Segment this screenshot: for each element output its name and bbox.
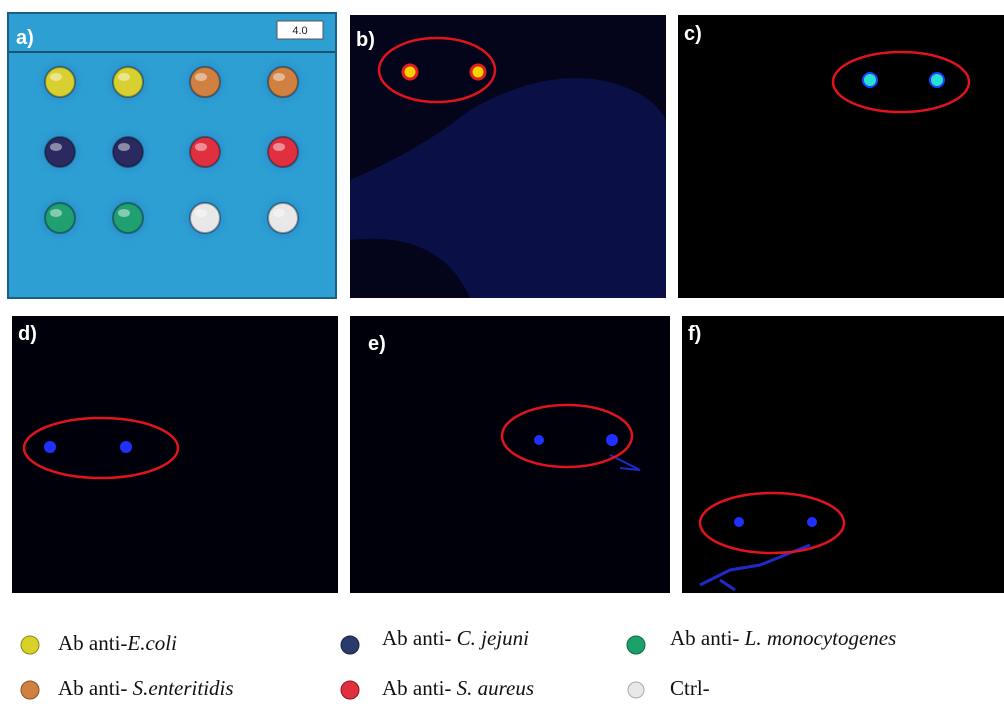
spot-highlight: [273, 143, 285, 151]
spot-highlight: [273, 73, 285, 81]
spot: [190, 67, 220, 97]
panel-label: e): [368, 333, 386, 355]
panel-label: b): [356, 29, 375, 51]
spot-highlight: [195, 73, 207, 81]
spot-highlight: [118, 209, 130, 217]
spot: [113, 67, 143, 97]
panel-b: b): [350, 15, 666, 298]
legend-entry: Ab anti-E.coli: [58, 631, 177, 655]
spot-highlight: [50, 73, 62, 81]
spot-highlight: [195, 209, 207, 217]
spot: [268, 67, 298, 97]
panel-label: d): [18, 323, 37, 345]
spot-highlight: [118, 143, 130, 151]
spot: [45, 137, 75, 167]
legend-entry: Ab anti- S.enteritidis: [58, 676, 234, 700]
legend: Ab anti-E.coli Ab anti- C. jejuni Ab ant…: [21, 626, 896, 700]
scale-value: 4.0: [292, 25, 307, 37]
spot: [45, 67, 75, 97]
panel-label: a): [16, 27, 34, 49]
spot-highlight: [118, 73, 130, 81]
spot-highlight: [195, 143, 207, 151]
spot: [268, 203, 298, 233]
panel-f: f): [682, 316, 1004, 593]
spot-highlight: [50, 209, 62, 217]
spot: [190, 203, 220, 233]
legend-entry: Ab anti- L. monocytogenes: [670, 626, 896, 650]
panel-c: c): [678, 15, 1004, 298]
spot-highlight: [273, 209, 285, 217]
spot: [113, 203, 143, 233]
spot: [268, 137, 298, 167]
legend-entry: Ctrl-: [670, 676, 710, 700]
panel-d: d): [12, 316, 338, 593]
spot: [45, 203, 75, 233]
spot: [190, 137, 220, 167]
spot-highlight: [50, 143, 62, 151]
panel-label: f): [688, 323, 701, 345]
panel-a: 4.0 a): [8, 13, 336, 298]
legend-entry: Ab anti- S. aureus: [382, 676, 534, 700]
panel-label: c): [684, 23, 702, 45]
legend-entry: Ab anti- C. jejuni: [382, 626, 529, 650]
page: {"panels": [ {"label": "a)", "scale_valu…: [0, 0, 1004, 702]
figure: 4.0 a) b) c) d) e): [0, 0, 1004, 702]
panel-e: e): [350, 316, 670, 593]
spot: [113, 137, 143, 167]
